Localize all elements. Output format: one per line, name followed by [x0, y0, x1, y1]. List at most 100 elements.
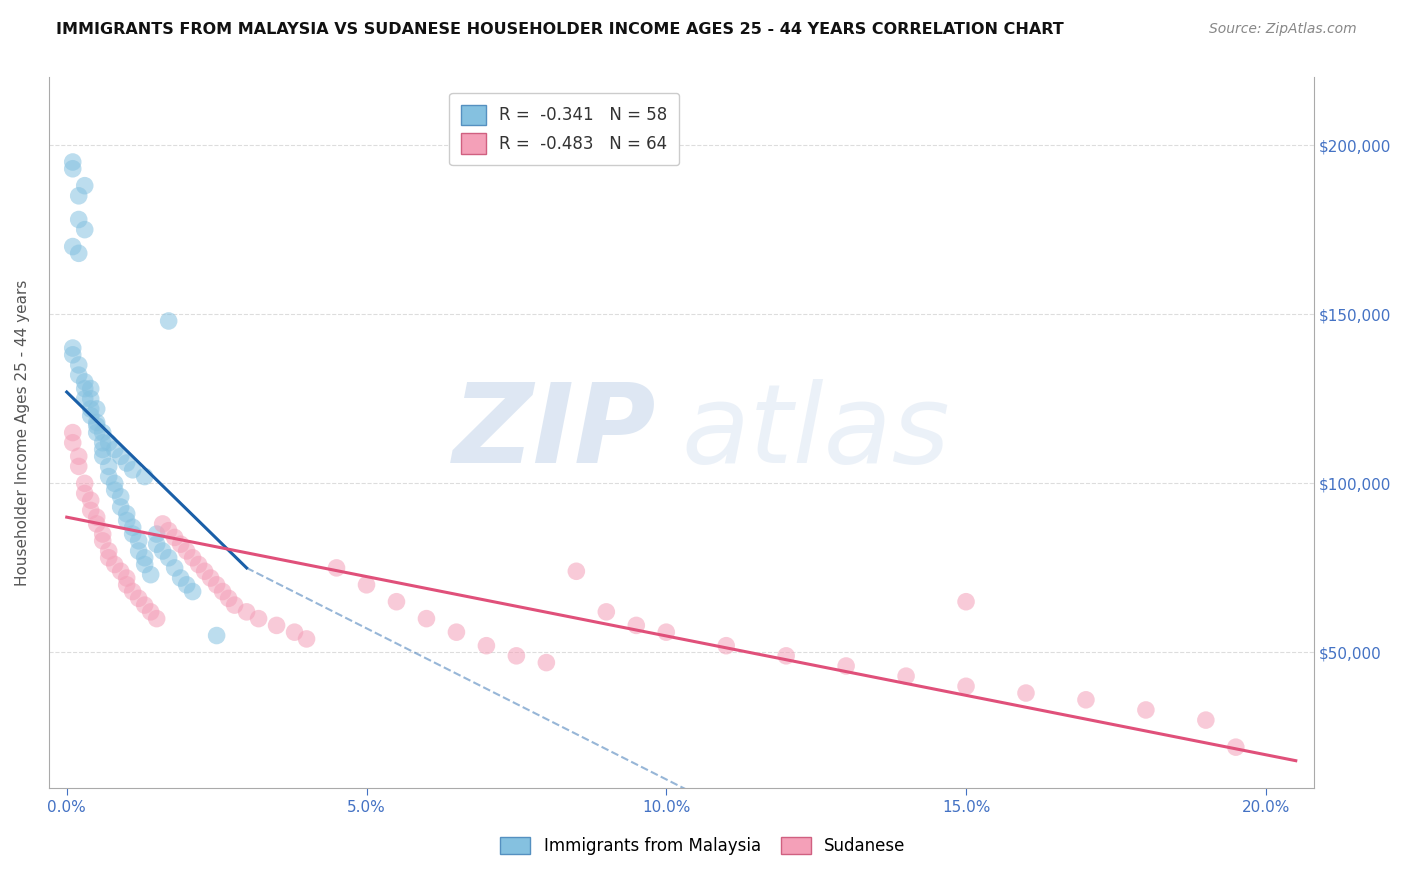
Point [1074, 693, 1097, 707]
Point [91, 442, 114, 457]
Point [152, 516, 174, 531]
Point [205, 578, 228, 592]
Text: ZIP: ZIP [453, 379, 657, 486]
Point [110, 564, 132, 578]
Point [134, 558, 156, 572]
Point [115, 507, 138, 521]
Point [139, 605, 162, 619]
Point [284, 625, 307, 640]
Point [266, 618, 288, 632]
Point [295, 632, 318, 646]
Point [181, 550, 204, 565]
Point [145, 612, 167, 626]
Point [62, 348, 84, 362]
Point [163, 561, 186, 575]
Point [145, 527, 167, 541]
Point [110, 450, 132, 464]
Point [235, 605, 257, 619]
Point [86, 401, 108, 416]
Point [121, 527, 143, 541]
Point [62, 425, 84, 440]
Point [894, 669, 917, 683]
Point [73, 382, 96, 396]
Point [187, 558, 209, 572]
Point [121, 463, 143, 477]
Point [176, 578, 198, 592]
Point [134, 550, 156, 565]
Point [134, 469, 156, 483]
Point [62, 161, 84, 176]
Point [97, 459, 120, 474]
Point [91, 450, 114, 464]
Point [80, 382, 103, 396]
Y-axis label: Householder Income Ages 25 - 44 years: Householder Income Ages 25 - 44 years [15, 279, 30, 586]
Point [62, 239, 84, 253]
Point [145, 537, 167, 551]
Point [955, 595, 977, 609]
Point [565, 564, 588, 578]
Legend: R =  -0.341   N = 58, R =  -0.483   N = 64: R = -0.341 N = 58, R = -0.483 N = 64 [450, 93, 679, 165]
Point [121, 584, 143, 599]
Point [356, 578, 378, 592]
Point [91, 533, 114, 548]
Point [62, 155, 84, 169]
Point [67, 368, 90, 383]
Point [955, 679, 977, 693]
Point [415, 612, 437, 626]
Point [325, 561, 347, 575]
Point [446, 625, 468, 640]
Point [80, 392, 103, 406]
Point [1135, 703, 1157, 717]
Point [80, 401, 103, 416]
Point [655, 625, 678, 640]
Point [115, 571, 138, 585]
Point [73, 222, 96, 236]
Point [134, 598, 156, 612]
Point [104, 476, 127, 491]
Point [91, 435, 114, 450]
Point [128, 533, 150, 548]
Point [73, 178, 96, 193]
Point [176, 544, 198, 558]
Text: atlas: atlas [682, 379, 950, 486]
Point [110, 500, 132, 514]
Point [169, 571, 191, 585]
Point [97, 469, 120, 483]
Point [169, 537, 191, 551]
Point [626, 618, 648, 632]
Point [80, 409, 103, 423]
Point [536, 656, 558, 670]
Point [110, 490, 132, 504]
Point [86, 416, 108, 430]
Point [385, 595, 408, 609]
Point [86, 425, 108, 440]
Point [835, 659, 858, 673]
Text: IMMIGRANTS FROM MALAYSIA VS SUDANESE HOUSEHOLDER INCOME AGES 25 - 44 YEARS CORRE: IMMIGRANTS FROM MALAYSIA VS SUDANESE HOU… [56, 22, 1064, 37]
Point [595, 605, 617, 619]
Point [716, 639, 738, 653]
Point [67, 459, 90, 474]
Point [157, 314, 180, 328]
Point [73, 486, 96, 500]
Point [104, 483, 127, 497]
Point [1195, 713, 1218, 727]
Point [194, 564, 217, 578]
Point [181, 584, 204, 599]
Point [67, 450, 90, 464]
Point [97, 550, 120, 565]
Point [67, 358, 90, 372]
Point [86, 418, 108, 433]
Point [218, 591, 240, 606]
Point [67, 246, 90, 260]
Point [115, 578, 138, 592]
Point [73, 392, 96, 406]
Point [505, 648, 527, 663]
Point [80, 503, 103, 517]
Point [86, 510, 108, 524]
Point [97, 544, 120, 558]
Point [62, 341, 84, 355]
Point [97, 435, 120, 450]
Point [205, 628, 228, 642]
Point [73, 476, 96, 491]
Point [62, 435, 84, 450]
